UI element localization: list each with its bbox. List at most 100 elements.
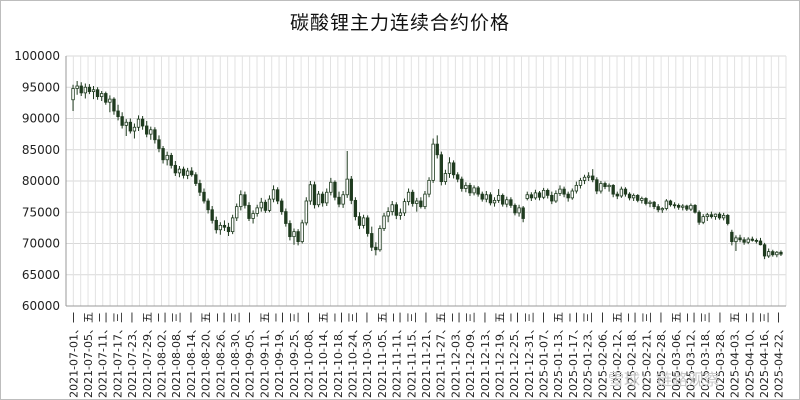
candle-body xyxy=(456,174,460,180)
candle-body xyxy=(533,192,538,199)
candle-body xyxy=(255,207,259,214)
x-tick-label: 2021-12-25、二 xyxy=(508,312,521,398)
x-tick-label: 2021-07-23、一 xyxy=(126,312,139,398)
candle-body xyxy=(353,199,358,218)
candle-body xyxy=(411,191,415,204)
x-tick-label: 2021-10-14、五 xyxy=(317,312,330,398)
candle-body xyxy=(91,89,96,93)
candle-body xyxy=(140,118,145,127)
candle-body xyxy=(116,110,120,118)
x-tick-label: 2025-04-10、二 xyxy=(743,312,756,398)
x-tick-label: 2021-09-05、一 xyxy=(244,312,257,398)
candle-body xyxy=(198,183,202,193)
candle-body xyxy=(664,200,669,209)
candle-body xyxy=(685,205,689,210)
candle-body xyxy=(300,222,304,243)
candle-body xyxy=(361,217,366,226)
candle-body xyxy=(627,193,632,199)
candle-body xyxy=(415,200,419,204)
candle-body xyxy=(280,200,284,213)
candle-body xyxy=(574,184,579,192)
candle-body xyxy=(394,204,398,216)
candle-body xyxy=(570,190,574,199)
x-tick-label: 2021-08-26、二 xyxy=(214,312,227,398)
candle-body xyxy=(230,217,235,233)
candle-body xyxy=(165,154,169,161)
x-tick-label: 2021-12-31、三 xyxy=(523,312,536,398)
candle-body xyxy=(734,237,738,243)
candle-body xyxy=(476,187,480,195)
candle-body xyxy=(79,85,83,94)
candle-body xyxy=(202,191,206,202)
candle-body xyxy=(108,98,112,103)
candle-body xyxy=(247,204,251,219)
x-tick-label: 2021-11-21、一 xyxy=(420,312,433,398)
candle-body xyxy=(206,200,210,211)
chart-title: 碳酸锂主力连续合约价格 xyxy=(289,12,510,34)
candle-body xyxy=(746,238,750,243)
candle-body xyxy=(423,193,427,208)
candle-body xyxy=(100,93,104,98)
candle-body xyxy=(492,199,497,204)
y-tick-label: 100000 xyxy=(14,49,60,63)
candle-body xyxy=(595,179,599,192)
candle-body xyxy=(451,162,456,176)
candle-body xyxy=(582,176,587,181)
candle-body xyxy=(251,213,255,219)
candle-body xyxy=(386,211,390,217)
candle-body xyxy=(316,193,321,206)
candle-body xyxy=(689,204,693,210)
candle-body xyxy=(288,223,292,238)
x-tick-label: 2021-11-11、二 xyxy=(391,312,404,398)
candle-body xyxy=(517,207,521,214)
candle-body xyxy=(329,181,333,193)
y-tick-labels: 100000 95000 90000 85000 80000 75000 70000 6500… xyxy=(14,49,60,313)
candle-body xyxy=(112,98,116,112)
candle-body xyxy=(120,116,124,126)
axis-layer xyxy=(65,56,786,307)
candle-body xyxy=(218,224,223,231)
candle-body xyxy=(431,143,435,181)
candle-body xyxy=(537,192,542,198)
candle-body xyxy=(713,213,718,218)
candle-body xyxy=(312,184,317,206)
candle-body xyxy=(181,168,186,176)
x-tick-label: 2025-03-06、五 xyxy=(670,312,683,398)
x-tick-label: 2021-11-15、三 xyxy=(405,312,418,398)
candle-body xyxy=(648,201,652,204)
candle-body xyxy=(521,207,525,219)
candle-body xyxy=(104,93,108,103)
candle-body xyxy=(529,194,534,199)
candle-body xyxy=(296,231,300,243)
candle-body xyxy=(578,179,583,186)
candle-body xyxy=(308,184,313,202)
x-tick-label: 2021-08-08、三 xyxy=(170,312,183,398)
x-tick-label: 2025-03-28、一 xyxy=(714,312,727,398)
x-tick-label: 2021-12-03、二 xyxy=(449,312,462,398)
candle-body xyxy=(513,204,517,214)
candle-body xyxy=(136,118,141,128)
candle-body xyxy=(267,198,272,211)
candle-body xyxy=(496,194,501,201)
candle-body xyxy=(607,184,611,188)
x-tick-label: 2021-12-19、五 xyxy=(493,312,506,398)
candle-body xyxy=(239,194,243,208)
candle-body xyxy=(525,194,529,199)
x-tick-label: 2025-04-22、一 xyxy=(773,312,786,398)
candle-body xyxy=(243,194,247,206)
candle-body xyxy=(124,121,128,126)
candle-body xyxy=(771,251,775,256)
candle-body xyxy=(775,251,779,256)
x-tick-label: 2025-04-16、三 xyxy=(758,312,771,398)
candle-body xyxy=(541,189,546,198)
candle-body xyxy=(443,173,448,183)
candle-body xyxy=(721,214,726,219)
x-tick-label: 2021-10-24、三 xyxy=(347,312,360,398)
x-tick-label: 2025-03-18、三 xyxy=(699,312,712,398)
x-tick-label: 2025-01-17、二 xyxy=(567,312,580,398)
x-tick-label: 2025-02-21、三 xyxy=(640,312,653,398)
x-tick-label: 2021-08-30、三 xyxy=(229,312,242,398)
x-tick-label: 2021-11-05、五 xyxy=(376,312,389,398)
candle-body xyxy=(730,231,734,243)
